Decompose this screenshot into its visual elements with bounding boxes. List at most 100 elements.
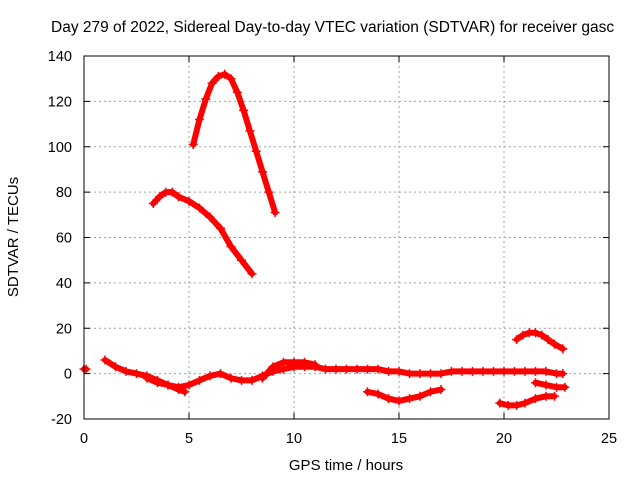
axis-ticks: 0 5 10 15 20 25 -20 0 20 40 60 80 100 120 140	[48, 49, 617, 447]
data-point-marker	[495, 398, 505, 408]
data-point-marker	[174, 192, 183, 202]
data-point-marker	[205, 212, 215, 222]
data-point-marker	[552, 382, 561, 392]
y-tick-label: 100	[48, 140, 72, 156]
data-point-marker	[188, 140, 198, 149]
data-point-marker	[384, 366, 393, 376]
data-point-marker	[201, 94, 211, 104]
data-point-marker	[541, 380, 551, 390]
x-tick-label: 5	[185, 431, 193, 447]
data-point-marker	[251, 146, 261, 156]
x-tick-label: 20	[496, 431, 512, 447]
x-tick-label: 0	[80, 431, 88, 447]
chart-title: Day 279 of 2022, Sidereal Day-to-day VTE…	[51, 19, 614, 36]
data-point-marker	[247, 375, 257, 385]
data-point-marker	[121, 366, 131, 376]
data-point-marker	[142, 373, 152, 383]
data-point-marker	[258, 373, 267, 383]
data-point-marker	[531, 394, 540, 404]
data-point-marker	[180, 387, 190, 397]
data-point-marker	[518, 330, 528, 340]
data-point-marker	[331, 364, 341, 374]
series-arc-c	[79, 364, 91, 374]
data-point-marker	[258, 167, 267, 177]
data-point-marker	[363, 387, 372, 397]
series-arc-e	[142, 373, 190, 397]
data-point-marker	[155, 192, 165, 202]
data-point-marker	[512, 400, 522, 410]
data-point-marker	[503, 400, 513, 410]
data-point-marker	[426, 369, 435, 379]
y-tick-label: 60	[56, 231, 72, 247]
data-point-marker	[520, 398, 530, 408]
data-point-marker	[205, 371, 215, 381]
data-point-marker	[489, 366, 498, 376]
data-point-marker	[394, 366, 404, 376]
data-point-marker	[560, 382, 570, 392]
grid-lines	[84, 56, 609, 419]
data-point-marker	[216, 369, 225, 379]
data-point-marker	[541, 366, 551, 376]
y-tick-label: 80	[56, 185, 72, 201]
data-point-marker	[237, 255, 246, 265]
data-point-marker	[310, 360, 320, 370]
y-tick-label: 20	[56, 321, 72, 337]
data-series	[79, 69, 570, 410]
data-point-marker	[300, 357, 309, 367]
x-tick-label: 10	[286, 431, 302, 447]
data-point-marker	[405, 394, 414, 404]
data-point-marker	[226, 242, 236, 252]
data-point-marker	[447, 366, 456, 376]
data-point-marker	[541, 391, 551, 401]
data-point-marker	[342, 364, 351, 374]
data-point-marker	[195, 203, 204, 213]
data-point-marker	[111, 362, 120, 372]
data-point-marker	[373, 389, 383, 399]
data-point-marker	[207, 78, 217, 88]
data-point-marker	[153, 378, 162, 388]
data-point-marker	[268, 362, 278, 372]
data-point-marker	[174, 385, 183, 394]
series-arc-h	[495, 391, 559, 410]
series-arc-a	[188, 69, 280, 217]
data-point-marker	[226, 373, 236, 383]
data-point-marker	[549, 339, 559, 349]
data-point-marker	[247, 269, 257, 279]
x-tick-label: 25	[601, 431, 617, 447]
x-tick-label: 15	[391, 431, 407, 447]
series-arc-j	[531, 378, 570, 392]
data-point-marker	[226, 74, 236, 84]
data-point-marker	[426, 387, 435, 397]
data-point-marker	[415, 391, 425, 401]
data-point-marker	[549, 391, 559, 401]
data-point-marker	[167, 187, 177, 197]
data-point-marker	[184, 196, 194, 206]
data-point-marker	[289, 357, 299, 367]
data-point-marker	[264, 187, 274, 197]
series-arc-i	[512, 328, 568, 354]
data-point-marker	[415, 369, 425, 379]
series-arc-d	[100, 355, 568, 392]
data-point-marker	[220, 69, 230, 79]
data-point-marker	[436, 385, 446, 394]
y-axis-label: SDTVAR / TECUs	[5, 177, 22, 297]
data-point-marker	[512, 335, 522, 345]
data-point-marker	[558, 344, 568, 354]
y-tick-label: 0	[64, 367, 72, 383]
data-point-marker	[531, 378, 540, 388]
data-point-marker	[405, 369, 414, 379]
data-point-marker	[148, 199, 158, 208]
data-point-marker	[232, 87, 242, 97]
y-tick-label: 40	[56, 276, 72, 292]
data-point-marker	[384, 394, 393, 404]
data-point-marker	[531, 328, 540, 338]
data-point-marker	[163, 380, 173, 390]
data-point-marker	[195, 115, 204, 124]
y-tick-label: 120	[48, 94, 72, 110]
data-point-marker	[510, 366, 519, 376]
data-point-marker	[363, 364, 372, 374]
data-point-marker	[184, 380, 194, 390]
data-point-marker	[100, 355, 110, 365]
series-arc-f	[258, 357, 320, 383]
